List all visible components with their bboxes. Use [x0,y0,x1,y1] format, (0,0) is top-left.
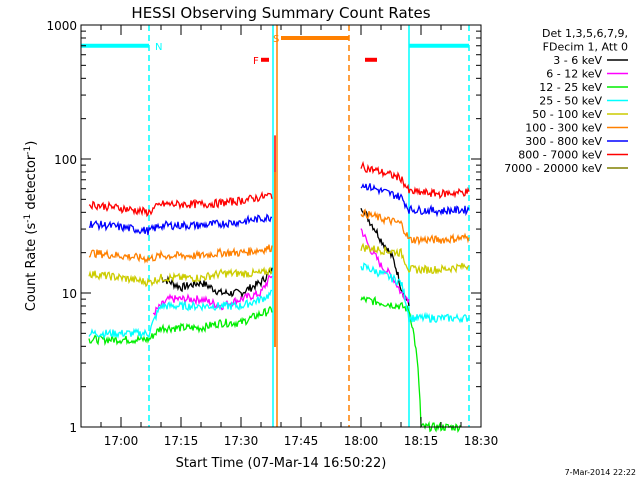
y-tick-label-10: 10 [62,287,77,301]
flag-label-s: S [273,34,279,45]
legend-label-800-7000-kev: 800 - 7000 keV [518,149,602,162]
legend-header-2: FDecim 1, Att 0 [543,41,628,54]
x-tick-label-18-00: 18:00 [344,434,379,448]
legend-label-100-300-kev: 100 - 300 keV [525,122,602,135]
footer-timestamp: 7-Mar-2014 22:22 [565,468,636,477]
plot-frame [80,24,482,428]
chart-title: HESSI Observing Summary Count Rates [131,4,430,22]
legend: Det 1,3,5,6,7,9,FDecim 1, Att 03 - 6 keV… [504,27,628,175]
legend-label-50-100-kev: 50 - 100 keV [532,108,602,121]
flag-label-n: N [155,42,162,53]
x-axis: 17:00 17:15 17:30 17:45 18:00 18:15 18:30 [80,25,499,448]
series-line-50-100-kev [360,242,470,275]
y-axis-label: Count Rate (s-1 detector-1) [23,141,39,312]
series-line-100-300-kev [88,244,273,264]
legend-label-300-800-kev: 300 - 800 keV [525,135,602,148]
series-layer [88,135,470,434]
legend-label-25-50-kev: 25 - 50 keV [539,95,602,108]
series-line-100-300-kev [360,208,470,246]
x-tick-label-17-00: 17:00 [104,434,139,448]
legend-label-7000-20000-kev: 7000 - 20000 keV [504,162,602,175]
x-tick-label-18-30: 18:30 [464,434,499,448]
series-line-3-6-kev [160,267,273,299]
series-line-300-800-kev [360,182,470,218]
series-line-25-50-kev [360,262,470,324]
series-line-12-25-kev [360,295,462,434]
flag-bars: N S F [81,34,469,67]
legend-label-12-25-kev: 12 - 25 keV [539,81,602,94]
x-tick-label-17-45: 17:45 [284,434,319,448]
vertical-markers [148,25,470,427]
series-line-300-800-kev [88,213,273,236]
x-tick-label-17-15: 17:15 [164,434,199,448]
series-line-6-12-kev [152,274,273,317]
legend-header-1: Det 1,3,5,6,7,9, [542,27,628,40]
series-line-50-100-kev [88,266,273,288]
flag-label-f: F [253,56,259,67]
y-tick-label-100: 100 [54,153,77,167]
series-line-6-12-kev [360,228,410,303]
legend-label-6-12-kev: 6 - 12 keV [546,68,602,81]
y-axis: 1 10 100 1000 [46,19,481,435]
series-line-3-6-kev [360,207,410,307]
series-line-800-7000-kev [360,160,470,200]
x-tick-label-18-15: 18:15 [404,434,439,448]
y-tick-label-1000: 1000 [46,19,77,33]
legend-label-3-6-kev: 3 - 6 keV [553,54,602,67]
x-axis-label: Start Time (07-Mar-14 16:50:22) [176,456,387,471]
x-tick-label-17-30: 17:30 [224,434,259,448]
series-line-800-7000-kev [88,190,273,218]
series-line-12-25-kev [88,305,273,347]
y-tick-label-1: 1 [69,421,77,435]
series-line-25-50-kev [88,289,273,340]
